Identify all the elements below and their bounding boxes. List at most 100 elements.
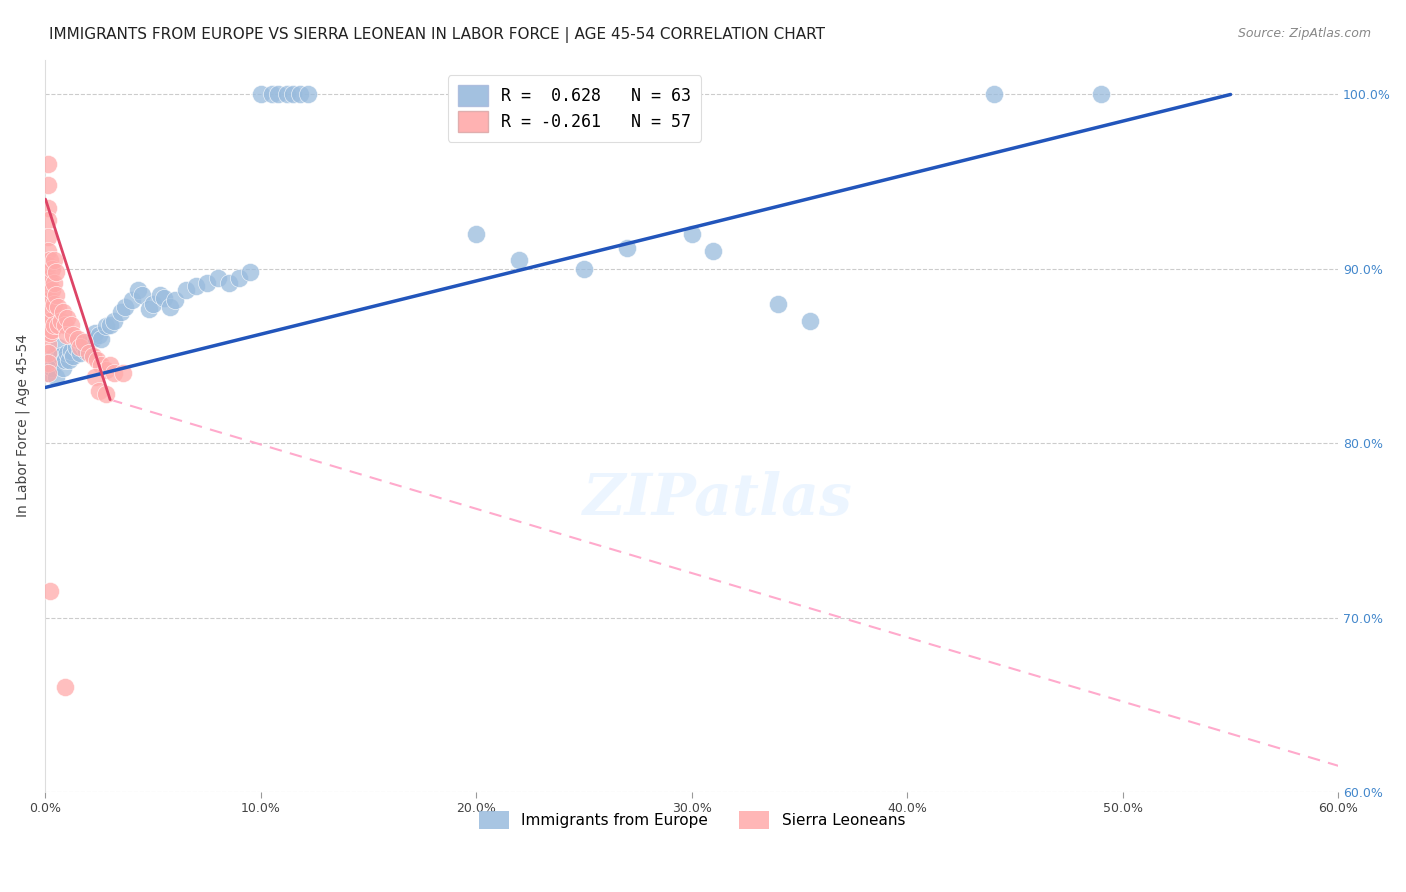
Point <box>42 253 65 268</box>
Point <box>84 370 107 384</box>
Point <box>69 345 91 359</box>
Point <box>90 332 112 346</box>
Point <box>38 293 60 308</box>
Point <box>84 326 107 341</box>
Point <box>38 274 60 288</box>
Point <box>1090 87 1112 102</box>
Point <box>77 334 100 349</box>
Point <box>37 345 59 359</box>
Point <box>90 358 112 372</box>
Point <box>37 356 59 370</box>
Point <box>53 352 76 367</box>
Point <box>702 244 724 259</box>
Point <box>89 328 111 343</box>
Point <box>149 288 172 302</box>
Point <box>98 318 121 332</box>
Point <box>48 340 70 354</box>
Point <box>49 314 72 328</box>
Point <box>49 349 72 363</box>
Point <box>42 349 65 363</box>
Point <box>163 293 186 308</box>
Point <box>37 258 59 272</box>
Point <box>37 305 59 319</box>
Point <box>41 283 63 297</box>
Point <box>42 296 65 310</box>
Point <box>508 253 530 268</box>
Point <box>66 334 89 349</box>
Point <box>41 301 63 316</box>
Point <box>174 283 197 297</box>
Point <box>48 318 70 332</box>
Point <box>37 213 59 227</box>
Point <box>48 300 70 314</box>
Point <box>465 227 488 241</box>
Point <box>239 265 262 279</box>
Point <box>58 352 80 367</box>
Point <box>94 319 117 334</box>
Point <box>53 681 76 695</box>
Point <box>65 340 87 354</box>
Point <box>37 314 59 328</box>
Point <box>218 276 240 290</box>
Point <box>98 358 121 372</box>
Point <box>159 300 181 314</box>
Point <box>82 332 104 346</box>
Point <box>73 334 96 349</box>
Point <box>110 305 132 319</box>
Point <box>131 288 153 302</box>
Point <box>297 87 319 102</box>
Point <box>89 384 111 398</box>
Point <box>153 292 176 306</box>
Point <box>138 301 160 316</box>
Legend: Immigrants from Europe, Sierra Leoneans: Immigrants from Europe, Sierra Leoneans <box>472 805 911 836</box>
Point <box>37 336 59 351</box>
Point <box>86 352 108 367</box>
Y-axis label: In Labor Force | Age 45-54: In Labor Force | Age 45-54 <box>15 334 30 517</box>
Point <box>37 367 59 381</box>
Point <box>112 367 135 381</box>
Point <box>260 87 283 102</box>
Point <box>276 87 298 102</box>
Point <box>250 87 273 102</box>
Point <box>42 318 65 332</box>
Point <box>45 265 67 279</box>
Point <box>37 293 59 308</box>
Point <box>267 87 290 102</box>
Point <box>60 343 83 358</box>
Point <box>94 363 117 377</box>
Point <box>103 367 125 381</box>
Point <box>52 305 75 319</box>
Point <box>283 87 305 102</box>
Point <box>799 314 821 328</box>
Point <box>45 370 67 384</box>
Text: ZIPatlas: ZIPatlas <box>582 471 852 527</box>
Point <box>195 276 218 290</box>
Point <box>288 87 311 102</box>
Point <box>56 345 79 359</box>
Point <box>38 253 60 268</box>
Point <box>103 314 125 328</box>
Point <box>52 361 75 376</box>
Point <box>616 241 638 255</box>
Point <box>37 270 59 285</box>
Point <box>37 201 59 215</box>
Point <box>681 227 703 241</box>
Text: IMMIGRANTS FROM EUROPE VS SIERRA LEONEAN IN LABOR FORCE | AGE 45-54 CORRELATION : IMMIGRANTS FROM EUROPE VS SIERRA LEONEAN… <box>49 27 825 43</box>
Point <box>69 340 91 354</box>
Point <box>228 270 250 285</box>
Point <box>37 157 59 171</box>
Point <box>45 288 67 302</box>
Point <box>75 343 97 358</box>
Point <box>38 352 60 367</box>
Point <box>37 230 59 244</box>
Point <box>41 361 63 376</box>
Point <box>66 332 89 346</box>
Point <box>94 387 117 401</box>
Point <box>114 300 136 314</box>
Point <box>37 244 59 259</box>
Point <box>45 352 67 367</box>
Point <box>38 326 60 341</box>
Point <box>37 326 59 341</box>
Point <box>70 336 93 351</box>
Point <box>41 261 63 276</box>
